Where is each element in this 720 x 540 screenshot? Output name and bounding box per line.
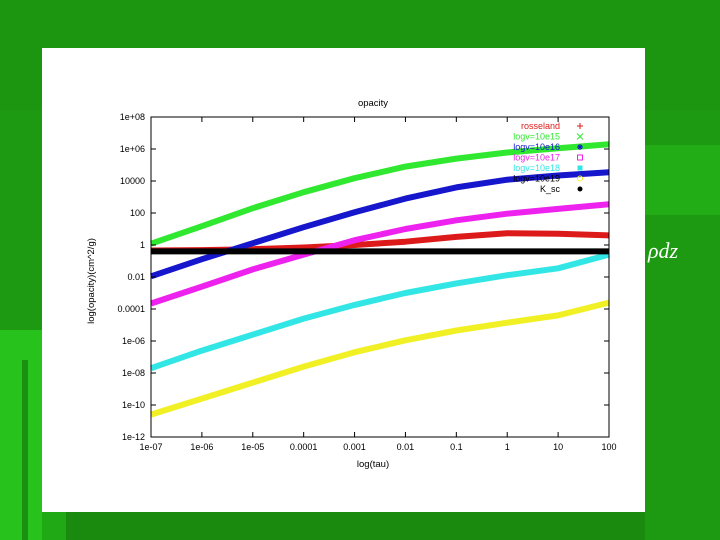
legend-label: rosseland [521, 121, 560, 131]
legend-label: K_sc [540, 184, 561, 194]
y-tick-label: 1e-12 [122, 432, 145, 442]
series-line-logv-10e15 [150, 141, 610, 247]
legend-marker-circle [577, 175, 583, 182]
series-line-logv-10e17 [150, 201, 610, 307]
x-tick-label: 1 [505, 442, 510, 452]
slide-background-strip-left [22, 360, 28, 540]
series-line-logv-10e18 [150, 251, 610, 372]
x-tick-label: 1e-05 [241, 442, 264, 452]
y-tick-label: 1e-06 [122, 336, 145, 346]
slide-text-fragment: ρdz [648, 238, 679, 263]
legend-marker-filled-square [577, 165, 583, 171]
y-axis-title: log(opacity)(cm^2/g) [86, 238, 97, 324]
y-tick-label: 1e+06 [120, 144, 145, 154]
x-axis-title: log(tau) [357, 459, 389, 470]
chart-panel: opacity log(tau) log(opacity)(cm^2/g) 1e… [42, 48, 645, 512]
ticks-layer: 1e-07 1e-06 1e-05 0.0001 0.001 0.01 0.1 1 10 100 1… [117, 112, 616, 452]
plot-frame [150, 116, 610, 438]
slide-background-band-bottom-dark [66, 512, 645, 540]
y-tick-label: 0.0001 [117, 304, 145, 314]
slide-background-band-left [0, 330, 42, 540]
chart-title: opacity [358, 98, 388, 109]
x-tick-label: 0.001 [343, 442, 366, 452]
slide-background-band-right [645, 145, 720, 215]
x-tick-label: 0.01 [397, 442, 415, 452]
legend-marker-plus [577, 123, 583, 129]
y-tick-label: 1e+08 [120, 112, 145, 122]
x-tick-label: 10 [553, 442, 563, 452]
x-tick-label: 0.0001 [290, 442, 318, 452]
legend-label: logv=10e17 [513, 153, 560, 163]
legend-label: logv=10e15 [513, 132, 560, 142]
x-tick-label: 1e-07 [139, 442, 162, 452]
x-tick-label: 1e-06 [190, 442, 213, 452]
y-tick-label: 100 [130, 208, 145, 218]
y-tick-label: 1e-10 [122, 400, 145, 410]
legend-label: logv=10e19 [513, 174, 560, 184]
legend-marker-square [577, 154, 583, 161]
x-tick-label: 100 [601, 442, 616, 452]
series-line-logv-10e19 [150, 299, 610, 418]
opacity-chart: opacity log(tau) log(opacity)(cm^2/g) 1e… [86, 98, 617, 470]
series-layer [150, 141, 610, 418]
x-tick-label: 0.1 [450, 442, 463, 452]
legend-label: logv=10e18 [513, 163, 560, 173]
y-tick-label: 0.01 [127, 272, 145, 282]
legend-label: logv=10e16 [513, 142, 560, 152]
y-tick-label: 1 [140, 240, 145, 250]
legend-marker-cross [576, 133, 584, 140]
y-tick-label: 10000 [120, 176, 145, 186]
legend: rosselandlogv=10e15logv=10e16logv=10e17l… [513, 121, 584, 194]
legend-marker-filled-circle [577, 186, 583, 192]
y-tick-label: 1e-08 [122, 368, 145, 378]
legend-marker-star [577, 144, 583, 150]
